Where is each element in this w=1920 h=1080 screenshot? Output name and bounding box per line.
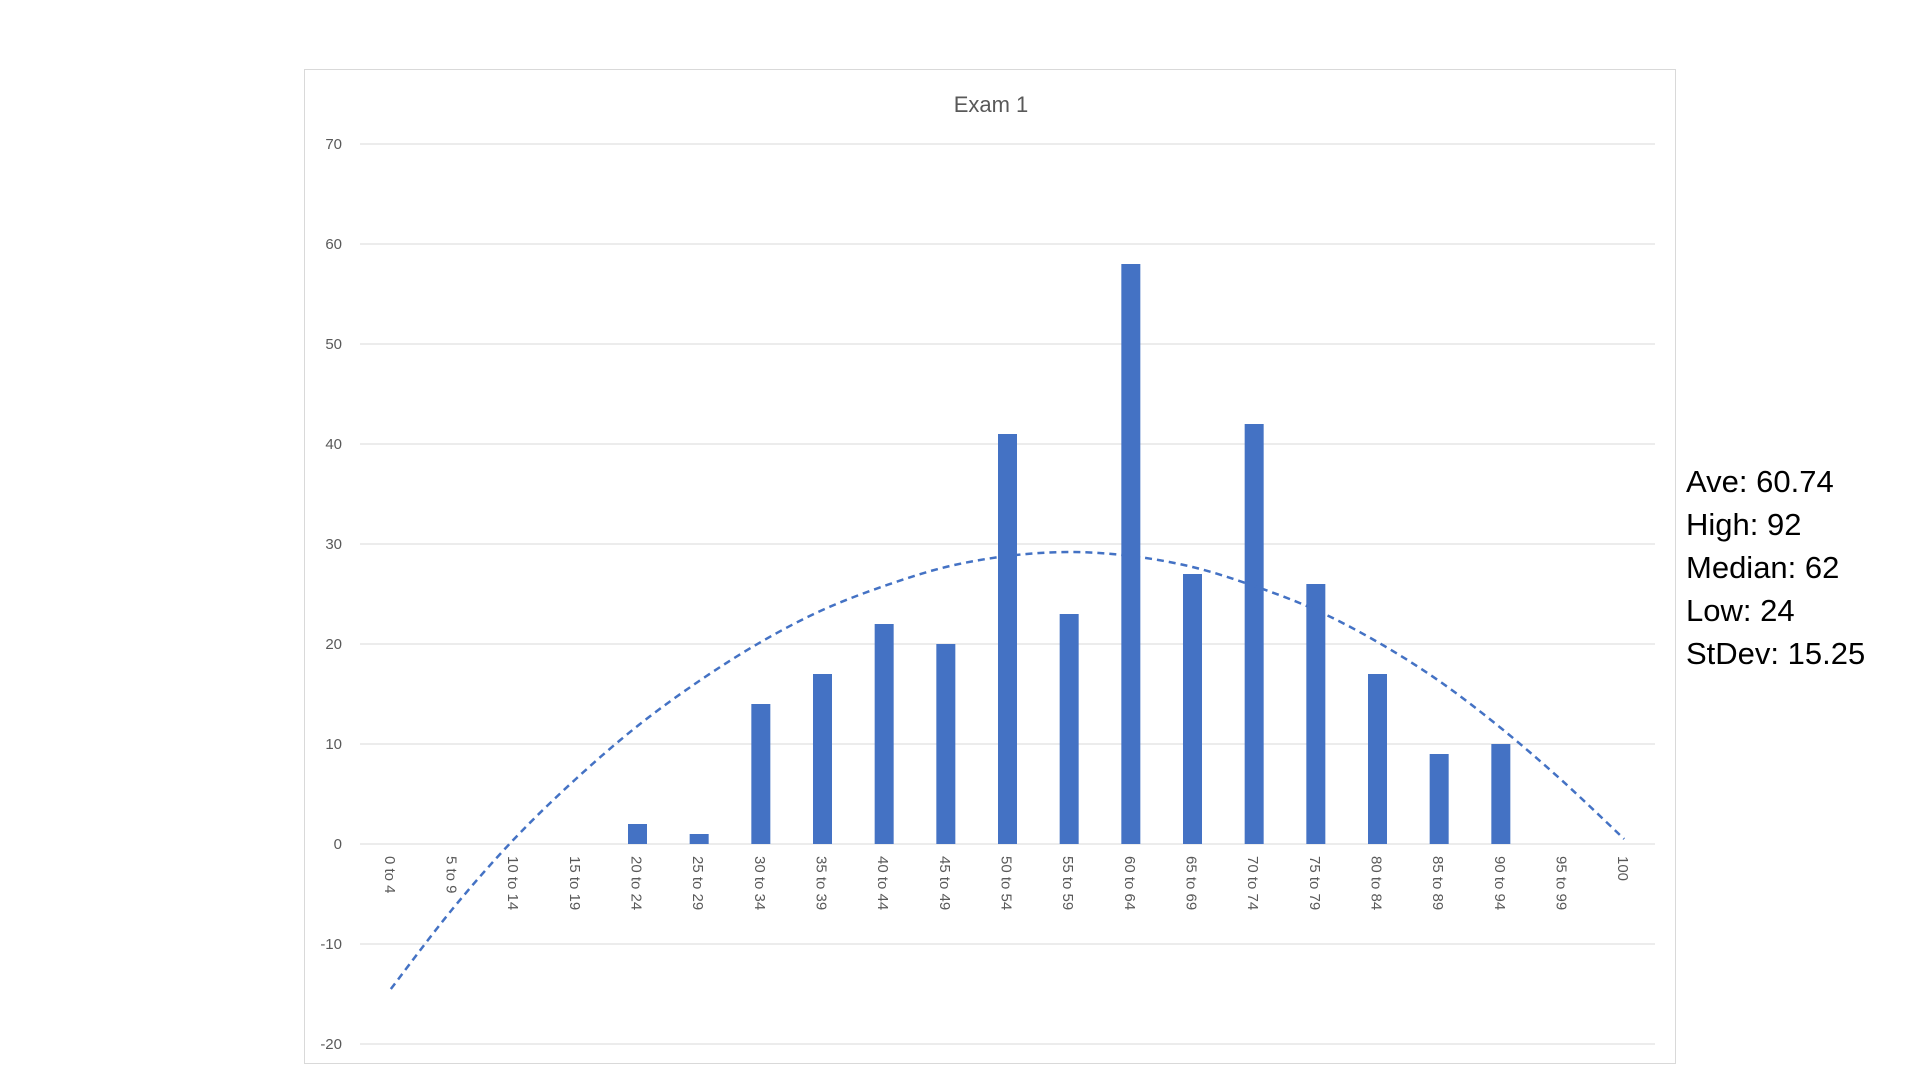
trendline bbox=[389, 550, 1626, 990]
y-tick-label: -10 bbox=[320, 936, 342, 953]
y-axis-ticks: -20 -10 0 10 20 30 40 50 60 70 bbox=[320, 136, 342, 1053]
x-axis-ticks: 0 to 4 5 to 9 10 to 14 15 to 19 20 to 24 25 t… bbox=[381, 856, 1631, 910]
y-tick-label: 70 bbox=[325, 136, 342, 153]
bar bbox=[936, 644, 956, 844]
x-tick-label: 0 to 4 bbox=[381, 856, 398, 894]
x-tick-label: 35 to 39 bbox=[813, 856, 830, 910]
bar bbox=[1306, 584, 1326, 844]
stat-label: Ave: bbox=[1686, 464, 1748, 499]
bar bbox=[1183, 574, 1202, 844]
trendline-group bbox=[389, 550, 1626, 990]
bar bbox=[1368, 674, 1387, 844]
x-tick-label: 55 to 59 bbox=[1059, 856, 1076, 910]
x-tick-label: 95 to 99 bbox=[1553, 856, 1570, 910]
x-tick-label: 65 to 69 bbox=[1183, 856, 1200, 910]
stat-line: Ave: 60.74 bbox=[1686, 460, 1865, 503]
stat-value: 60.74 bbox=[1756, 464, 1834, 499]
stat-label: High: bbox=[1686, 507, 1759, 542]
bar bbox=[628, 824, 647, 844]
x-tick-label: 10 to 14 bbox=[504, 856, 521, 910]
y-tick-label: 30 bbox=[325, 536, 342, 553]
x-tick-label: 45 to 49 bbox=[936, 856, 953, 910]
stat-label: Median: bbox=[1686, 550, 1797, 585]
x-tick-label: 25 to 29 bbox=[689, 856, 706, 910]
bar bbox=[751, 704, 771, 844]
stat-line: Low: 24 bbox=[1686, 589, 1865, 632]
x-tick-label: 60 to 64 bbox=[1121, 856, 1138, 910]
y-tick-label: 60 bbox=[325, 236, 342, 253]
chart-area: Exam 1 -20 -10 0 10 20 30 40 50 60 70 0 to 4 5 to … bbox=[304, 69, 1676, 1064]
stat-line: High: 92 bbox=[1686, 503, 1865, 546]
bar bbox=[1429, 754, 1449, 844]
stat-value: 92 bbox=[1767, 507, 1802, 542]
x-tick-label: 80 to 84 bbox=[1368, 856, 1385, 910]
x-tick-label: 20 to 24 bbox=[628, 856, 645, 910]
x-tick-label: 100 bbox=[1614, 856, 1631, 881]
stat-label: StDev: bbox=[1686, 636, 1780, 671]
y-tick-label: 40 bbox=[325, 436, 342, 453]
x-tick-label: 15 to 19 bbox=[566, 856, 583, 910]
bar bbox=[1059, 614, 1079, 844]
chart-title: Exam 1 bbox=[954, 92, 1029, 117]
stat-label: Low: bbox=[1686, 593, 1752, 628]
y-tick-label: -20 bbox=[320, 1036, 342, 1053]
chart-svg: Exam 1 -20 -10 0 10 20 30 40 50 60 70 0 to 4 5 to … bbox=[320, 92, 1655, 1053]
stats-panel: Ave: 60.74 High: 92 Median: 62 Low: 24 StDev… bbox=[1686, 460, 1865, 675]
bar bbox=[1121, 264, 1141, 844]
y-tick-label: 20 bbox=[325, 636, 342, 653]
bar bbox=[1491, 744, 1511, 844]
x-tick-label: 50 to 54 bbox=[998, 856, 1015, 910]
x-tick-label: 5 to 9 bbox=[443, 856, 460, 894]
x-tick-label: 75 to 79 bbox=[1306, 856, 1323, 910]
y-tick-label: 50 bbox=[325, 336, 342, 353]
stat-value: 15.25 bbox=[1787, 636, 1866, 671]
x-tick-label: 30 to 34 bbox=[751, 856, 768, 910]
stat-value: 24 bbox=[1760, 593, 1795, 628]
bar bbox=[813, 674, 832, 844]
bar bbox=[874, 624, 894, 844]
y-tick-label: 0 bbox=[334, 836, 342, 853]
y-tick-label: 10 bbox=[325, 736, 342, 753]
stat-line: Median: 62 bbox=[1686, 546, 1865, 589]
x-tick-label: 70 to 74 bbox=[1244, 856, 1261, 910]
bar bbox=[1244, 424, 1264, 844]
bars bbox=[628, 264, 1511, 844]
stat-line: StDev: 15.25 bbox=[1686, 632, 1865, 675]
bar bbox=[998, 434, 1017, 844]
x-tick-label: 90 to 94 bbox=[1491, 856, 1508, 910]
x-tick-label: 85 to 89 bbox=[1429, 856, 1446, 910]
stat-value: 62 bbox=[1804, 550, 1840, 585]
bar bbox=[689, 834, 709, 844]
x-tick-label: 40 to 44 bbox=[874, 856, 891, 910]
